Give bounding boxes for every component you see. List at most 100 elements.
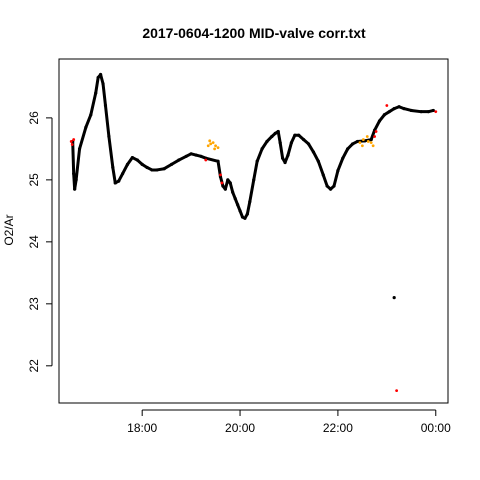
data-point — [245, 212, 249, 216]
data-point — [387, 110, 391, 114]
y-tick-label: 26 — [27, 111, 41, 125]
data-point — [135, 158, 139, 162]
data-point — [184, 154, 188, 158]
data-point — [177, 158, 181, 162]
data-point — [214, 144, 217, 148]
data-point — [216, 146, 220, 150]
data-point — [325, 184, 329, 188]
data-point — [374, 130, 378, 133]
chart-title: 2017-0604-1200 MID-valve corr.txt — [142, 25, 366, 41]
y-tick-label: 22 — [27, 359, 41, 373]
data-point — [103, 103, 108, 108]
data-point — [346, 147, 350, 151]
data-point — [194, 153, 198, 157]
data-point — [366, 140, 370, 143]
data-point — [213, 147, 217, 151]
data-point — [255, 159, 259, 163]
data-point — [236, 203, 240, 207]
data-point — [125, 162, 130, 166]
data-point — [369, 141, 373, 145]
data-point — [117, 179, 121, 183]
x-tick-label: 18:00 — [127, 421, 157, 435]
data-point — [360, 144, 364, 148]
data-point — [233, 196, 237, 201]
data-point — [270, 134, 274, 139]
data-point — [140, 162, 144, 166]
data-point — [431, 108, 435, 113]
data-point — [397, 105, 401, 109]
data-point — [94, 91, 98, 95]
data-point — [409, 108, 413, 113]
data-point — [286, 153, 290, 157]
data-point — [204, 158, 208, 162]
data-point — [199, 154, 203, 158]
data-point — [130, 155, 134, 160]
data-points — [69, 72, 438, 392]
data-point — [145, 165, 149, 170]
data-point — [402, 106, 406, 111]
data-point — [336, 168, 340, 173]
data-point — [392, 296, 396, 300]
data-point — [169, 162, 174, 166]
y-tick-label: 24 — [27, 235, 41, 249]
data-point — [358, 141, 362, 145]
y-tick-label: 25 — [27, 173, 41, 187]
data-point — [278, 141, 282, 145]
data-point — [302, 137, 306, 142]
data-point — [371, 144, 375, 148]
x-tick-label: 20:00 — [225, 421, 255, 435]
data-point — [373, 135, 376, 138]
data-point — [107, 134, 111, 139]
data-point — [155, 168, 159, 172]
data-point — [89, 113, 93, 117]
data-point — [283, 160, 287, 165]
data-point — [316, 159, 320, 163]
data-point — [311, 150, 316, 154]
data-point — [321, 173, 325, 177]
data-point — [72, 172, 76, 176]
data-point — [377, 119, 382, 123]
series-line — [71, 73, 434, 220]
data-point — [111, 165, 115, 170]
data-point — [426, 110, 431, 114]
x-tick-label: 22:00 — [323, 421, 353, 435]
data-point — [226, 178, 230, 182]
x-axis: 18:00 20:00 22:00 00:00 — [127, 409, 451, 435]
data-point — [355, 139, 360, 144]
data-point — [328, 187, 333, 191]
plot-frame — [58, 58, 449, 404]
data-point — [289, 141, 294, 145]
data-point — [70, 143, 74, 146]
data-point — [74, 178, 78, 182]
x-tick-label: 00:00 — [421, 421, 451, 435]
data-point — [434, 110, 438, 114]
data-point — [209, 142, 213, 146]
data-point — [350, 142, 355, 146]
data-point — [365, 135, 369, 138]
data-point — [265, 139, 269, 144]
data-point — [231, 190, 235, 194]
data-point — [293, 133, 297, 137]
data-point — [238, 209, 242, 213]
data-point — [121, 172, 125, 176]
data-point — [223, 187, 227, 191]
data-point — [189, 152, 193, 156]
data-point — [332, 184, 336, 188]
data-point — [276, 129, 280, 134]
data-point — [221, 184, 225, 188]
y-axis: 22 23 24 25 26 — [27, 111, 53, 373]
data-point — [341, 156, 345, 160]
data-point — [369, 137, 373, 142]
data-point — [385, 104, 389, 107]
data-point — [73, 187, 77, 191]
data-point — [150, 168, 154, 172]
data-point — [243, 216, 247, 220]
data-point — [297, 133, 301, 137]
data-point — [395, 389, 399, 392]
data-point — [248, 199, 252, 204]
data-point — [208, 139, 212, 143]
data-point — [361, 138, 365, 141]
data-point — [77, 147, 82, 151]
data-point — [211, 141, 215, 145]
